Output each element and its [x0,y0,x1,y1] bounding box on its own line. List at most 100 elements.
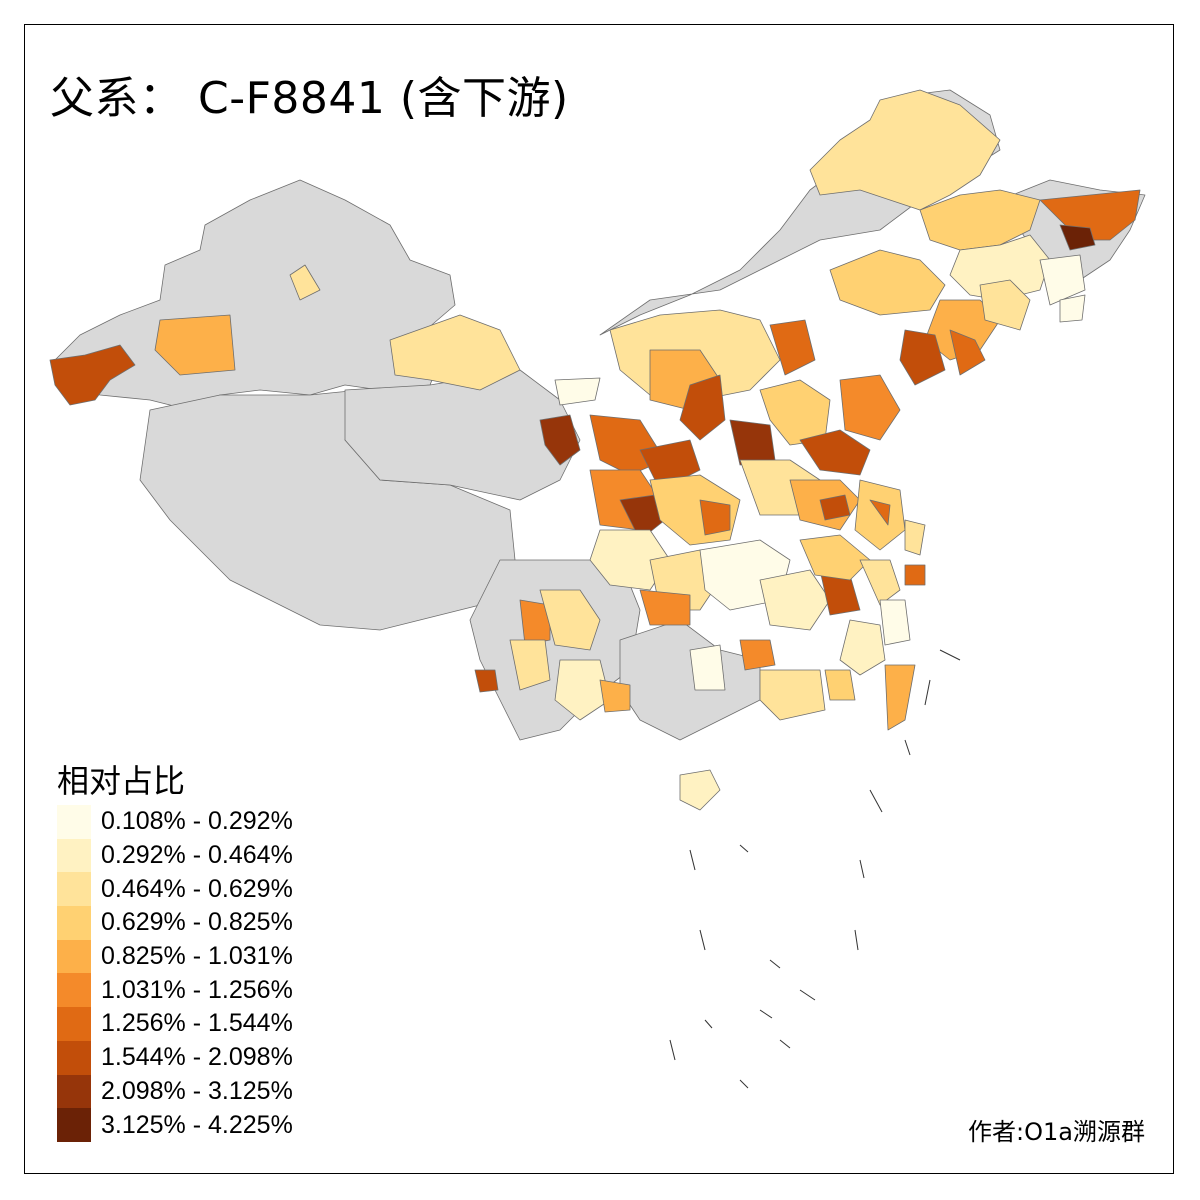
legend-label: 0.825% - 1.031% [101,942,293,971]
legend-swatch [57,838,91,873]
region-prefecture-50 [904,564,926,586]
map-title: 父系： C-F8841 (含下游) [50,73,569,124]
region-prefecture-8 [899,329,946,386]
legend-label: 2.098% - 3.125% [101,1076,293,1105]
region-prefecture-19 [799,429,871,476]
region-prefecture-51 [904,519,926,556]
region-prefecture-20 [839,374,901,441]
island-outline [939,649,961,661]
region-prefecture-32 [639,589,691,626]
island-outline [904,739,911,756]
region-prefecture-36 [799,534,871,581]
island-outline [699,929,706,951]
legend-item: 0.629% - 0.825% [57,906,293,940]
base-land [54,89,1146,741]
island-outline [924,679,931,706]
island-outline [669,1039,676,1061]
south-sea-islands [669,649,961,1089]
region-prefecture-15 [539,414,581,466]
region-prefecture-48 [474,669,499,693]
legend-item: 0.108% - 0.292% [57,805,293,839]
region-prefecture-59 [979,279,1031,331]
legend-swatch [57,1108,91,1142]
legend-label: 1.544% - 2.098% [101,1043,293,1072]
region-prefecture-1 [919,189,1041,251]
legend-label: 0.464% - 0.629% [101,874,293,903]
legend-swatch [57,1074,91,1109]
island-outline [739,1079,749,1089]
legend-item: 0.825% - 1.031% [57,939,293,974]
region-prefecture-47 [599,679,631,713]
island-outline [704,1019,713,1029]
region-prefecture-42 [759,669,826,721]
region-prefecture-12 [679,374,726,441]
island-outline [854,929,859,951]
legend-item: 3.125% - 4.225% [57,1108,293,1142]
region-prefecture-6 [829,249,946,316]
region-prefecture-53 [679,769,721,811]
region-prefecture-39 [839,619,886,676]
region-prefecture-9 [949,329,986,376]
island-outline [739,844,749,853]
legend-swatch [57,872,91,907]
region-prefecture-30 [589,529,671,591]
legend-item: 2.098% - 3.125% [57,1074,293,1109]
author-credit: 作者:O1a溯源群 [968,1118,1145,1146]
legend-item: 1.031% - 1.256% [57,973,293,1008]
legend-item: 1.544% - 2.098% [57,1040,293,1075]
legend-swatch [57,939,91,974]
island-outline [769,959,781,969]
region-prefecture-58 [554,377,601,406]
region-prefecture-4 [949,234,1051,301]
legend-swatch [57,1040,91,1075]
region-prefecture-54 [289,264,321,301]
legend-title: 相对占比 [57,762,186,800]
region-prefecture-55 [154,314,236,376]
region-prefecture-46 [554,659,611,721]
region-prefecture-49 [509,639,551,691]
region-prefecture-24 [699,499,731,536]
region-prefecture-14 [729,419,776,466]
island-outline [759,1009,773,1019]
legend-label: 1.031% - 1.256% [101,975,293,1004]
island-outline [869,789,883,813]
legend-label: 0.108% - 0.292% [101,807,293,836]
region-prefecture-28 [854,479,906,551]
legend-label: 0.629% - 0.825% [101,908,293,937]
legend: 0.108% - 0.292% 0.292% - 0.464% 0.464% -… [57,805,293,1142]
region-prefecture-45 [539,589,601,651]
legend-swatch [57,805,91,839]
region-prefecture-2 [1039,189,1141,241]
legend-swatch [57,1007,91,1041]
island-outline [799,989,816,1001]
region-prefecture-34 [759,569,831,631]
region-prefecture-0 [809,89,1001,211]
region-prefecture-60 [1059,294,1086,323]
region-prefecture-38 [879,599,911,646]
region-prefecture-43 [689,644,726,691]
region-prefecture-40 [824,669,856,701]
legend-swatch [57,906,91,940]
region-prefecture-57 [389,314,521,391]
region-prefecture-29 [869,499,891,526]
region-prefecture-27 [819,494,851,521]
legend-label: 1.256% - 1.544% [101,1009,293,1038]
region-fills [49,89,1141,811]
region-prefecture-5 [1039,254,1086,306]
region-guangxi [619,619,761,741]
region-prefecture-3 [1059,224,1096,251]
legend-item: 1.256% - 1.544% [57,1007,293,1041]
region-prefecture-52 [884,664,916,731]
region-prefecture-56 [49,344,136,406]
legend-label: 0.292% - 0.464% [101,841,293,870]
legend-label: 3.125% - 4.225% [101,1110,293,1139]
legend-item: 0.292% - 0.464% [57,838,293,873]
region-prefecture-37 [859,559,901,606]
region-prefecture-44 [519,599,551,646]
region-prefecture-13 [769,319,816,376]
island-outline [689,849,696,871]
region-sichuan-west [469,559,641,741]
island-outline [859,859,865,879]
legend-swatch [57,973,91,1008]
